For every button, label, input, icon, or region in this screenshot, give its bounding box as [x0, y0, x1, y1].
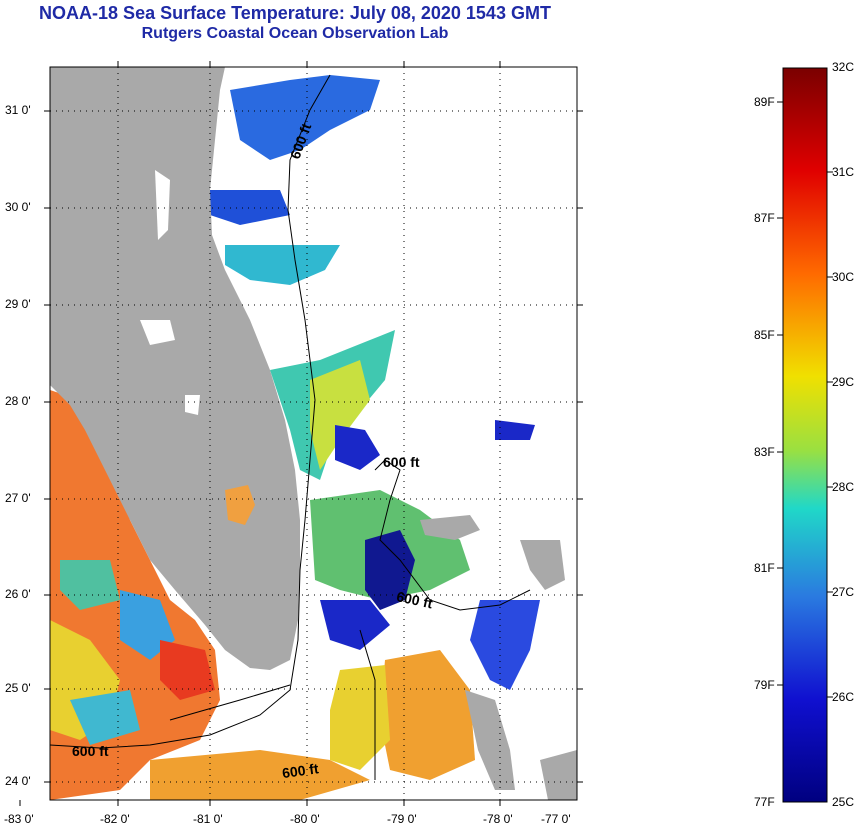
map-layer: [50, 67, 577, 800]
colorbar-fahrenheit-label: 87F: [754, 211, 775, 225]
sst-patch-south-warm: [380, 650, 475, 780]
lon-tick-label: -81 0': [193, 812, 223, 826]
colorbar-ticks: [777, 101, 833, 698]
bahamas-island-2: [520, 540, 565, 590]
colorbar-celsius-label: 27C: [832, 585, 855, 599]
lat-tick-label: 24 0': [5, 774, 31, 788]
land-cloud-2: [185, 395, 200, 415]
lat-tick-label: 31 0': [5, 103, 31, 117]
colorbar-fahrenheit-label: 81F: [754, 561, 775, 575]
graticule: [50, 67, 577, 800]
sst-patch-blue-east: [495, 420, 535, 440]
sst-patch-gulf-green: [60, 560, 120, 610]
isobath-label-27n: 600 ft: [383, 454, 420, 470]
sst-patch-gulf-red: [160, 640, 215, 700]
lat-tick-label: 28 0': [5, 394, 31, 408]
frame-ticks: [19, 61, 583, 806]
isobath-600ft-east: [50, 74, 331, 749]
colorbar-fahrenheit-label: 85F: [754, 328, 775, 342]
lat-tick-label: 26 0': [5, 587, 31, 601]
colorbar-celsius-label: 32C: [832, 60, 855, 74]
land-cloud-1: [140, 320, 175, 345]
colorbar-fahrenheit-label: 83F: [754, 445, 775, 459]
colorbar-celsius-label: 29C: [832, 375, 855, 389]
colorbar-celsius-label: 25C: [832, 795, 855, 809]
lon-tick-label: -82 0': [100, 812, 130, 826]
lon-tick-label: -78 0': [483, 812, 513, 826]
map-frame: [49, 66, 578, 801]
colorbar-fahrenheit-label: 77F: [754, 795, 775, 809]
andros-island: [465, 690, 515, 790]
isobath-600ft-keys: [169, 684, 291, 721]
sst-patch-keys-south: [150, 750, 370, 800]
bahamas-island-1: [420, 515, 480, 540]
map-subtitle: Rutgers Coastal Ocean Observation Lab: [141, 25, 449, 42]
sst-patch-blue-27n: [335, 425, 380, 470]
sst-patch-cyan-29n: [225, 245, 340, 285]
land-cloud-3: [155, 170, 170, 240]
isobath-label-south: 600 ft: [281, 760, 320, 781]
isobath-label-26n: 600 ft: [395, 588, 434, 611]
lat-tick-label: 27 0': [5, 491, 31, 505]
colorbar-celsius-label: 26C: [832, 690, 855, 704]
colorbar-fahrenheit-label: 79F: [754, 678, 775, 692]
cuba-edge: [540, 750, 577, 800]
isobath-label-keys: 600 ft: [72, 743, 109, 759]
colorbar-celsius-label: 31C: [832, 165, 855, 179]
sst-patch-north-blue: [230, 75, 380, 160]
sst-patch-gulf-green-2: [70, 690, 140, 745]
lon-tick-label: -83 0': [4, 812, 34, 826]
sst-patch-deep-blue-26n: [365, 530, 415, 610]
lon-tick-label: -77 0': [541, 812, 571, 826]
sst-patch-blue-25n: [320, 600, 390, 650]
isobath-600ft-bahamas: [374, 459, 531, 611]
colorbar-fahrenheit-label: 89F: [754, 95, 775, 109]
colorbar: [782, 67, 828, 803]
lat-tick-label: 29 0': [5, 297, 31, 311]
isobath-600ft-south: [359, 629, 376, 780]
colorbar-celsius-label: 30C: [832, 270, 855, 284]
lake-okeechobee: [225, 485, 255, 525]
lat-tick-label: 25 0': [5, 681, 31, 695]
map-title: NOAA-18 Sea Surface Temperature: July 08…: [39, 3, 551, 23]
sst-patch-yellow-band: [310, 360, 370, 470]
sst-patch-bahamas-blue: [470, 600, 540, 690]
sst-patch-north-blue-2: [210, 190, 290, 225]
lon-tick-label: -79 0': [387, 812, 417, 826]
colorbar-celsius-label: 28C: [832, 480, 855, 494]
lat-tick-label: 30 0': [5, 200, 31, 214]
lon-tick-label: -80 0': [290, 812, 320, 826]
